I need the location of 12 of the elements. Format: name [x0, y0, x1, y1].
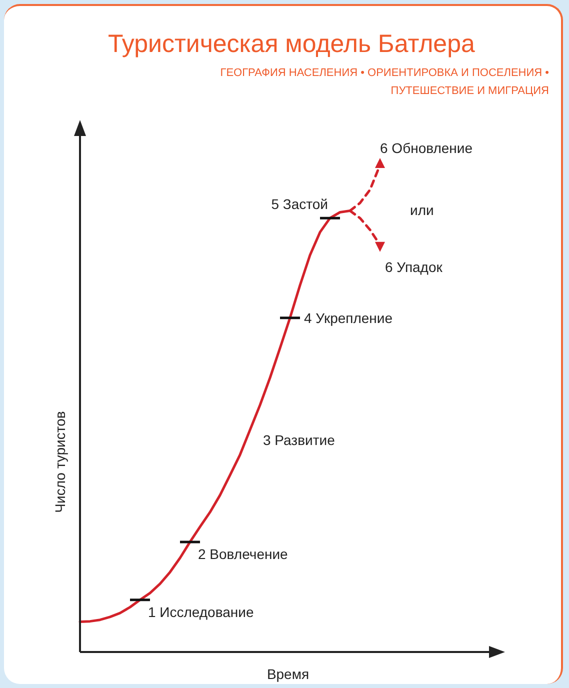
y-axis-title: Число туристов — [52, 411, 68, 513]
x-axis-title: Время — [266, 666, 310, 682]
annotation: 2 Вовлечение — [198, 546, 288, 562]
annotation: 3 Развитие — [263, 432, 336, 448]
annotation: 6 Упадок — [385, 258, 444, 275]
annotation: или — [410, 202, 434, 218]
annotation: 1 Исследование — [148, 604, 254, 620]
annotation: 5 Застой — [271, 196, 328, 212]
chart-title: Туристическая модель Батлера — [108, 30, 475, 59]
chart-subtitle: ГЕОГРАФИЯ НАСЕЛЕНИЯ • ОРИЕНТИРОВКА И ПОСЕЛЕНИЯ • ПУТЕШЕСТВИЕ И МИГРАЦИЯ — [219, 66, 549, 99]
text: 6 Обновление — [380, 140, 473, 156]
annotation: 4 Укрепление — [304, 310, 393, 326]
